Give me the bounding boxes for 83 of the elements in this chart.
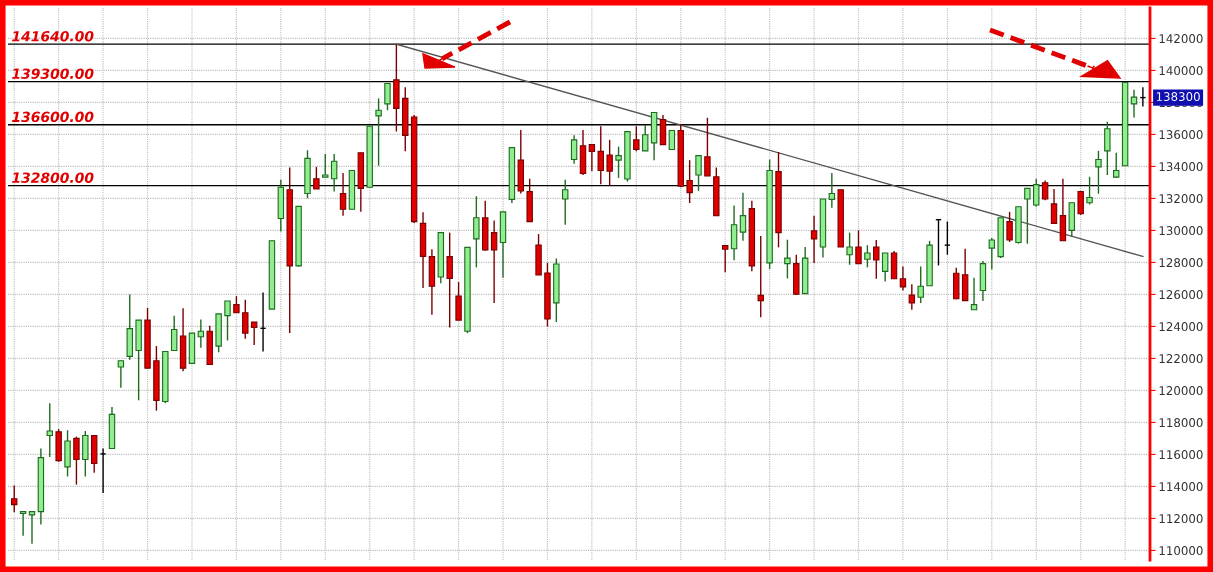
candlestick [588,143,596,172]
candlestick [881,252,889,283]
candlestick [1095,150,1102,195]
candlestick [1024,187,1031,245]
y-tick-label: 112000 [1159,514,1203,524]
text: 138300 [1156,92,1200,102]
candlestick [473,195,480,269]
candlestick [899,265,907,292]
candlestick [73,435,80,486]
candlestick [1033,178,1040,208]
candlestick [1006,211,1013,243]
y-tick-label: 130000 [1159,226,1203,236]
candlestick [313,166,320,190]
candlestick [846,231,853,266]
candlestick [873,239,880,280]
candlestick [384,82,391,111]
candlestick [339,172,347,217]
candlestick [1077,190,1084,216]
y-tick-label: 110000 [1159,546,1203,556]
candlestick [668,130,676,150]
candlestick [970,277,978,311]
candlestick [10,484,18,514]
candlestick [988,237,996,271]
candlestick [721,244,729,273]
candlestick [1113,152,1120,179]
candlestick [686,159,693,204]
candlestick [322,153,329,178]
candlestick [375,97,382,167]
candlestick [490,219,498,304]
candlestick [633,125,640,153]
y-tick-label: 122000 [1159,354,1203,364]
candlestick [1104,121,1111,176]
candlestick [855,229,862,265]
candlestick [1086,176,1093,206]
candlestick [597,125,604,185]
y-tick-label: 124000 [1159,322,1203,332]
candlestick [757,235,764,318]
y-tick-label: 142000 [1159,34,1203,44]
candlestick [117,360,125,389]
candlestick [810,214,818,264]
ref-line-label: 136600.00 [12,111,94,123]
y-tick-label: 114000 [1159,482,1203,492]
candlestick [730,204,738,262]
candlestick [908,283,916,311]
candlestick [917,265,924,304]
candlestick [615,145,622,179]
candlestick [1130,89,1138,119]
candlestick [1050,188,1058,225]
candlestick [170,314,178,352]
y-tick-label: 128000 [1159,258,1203,268]
candlestick [28,510,36,545]
candlestick [242,299,249,340]
candlestick [562,179,569,226]
candlestick [19,510,27,537]
candlestick [739,191,747,242]
y-tick-label: 120000 [1159,386,1203,396]
candlestick [784,238,791,280]
ref-line-label: 132800.00 [12,172,94,183]
y-tick-label: 140000 [1159,66,1203,76]
candlestick [606,139,613,186]
y-tick-label: 132000 [1159,194,1203,204]
candlestick [82,430,89,478]
candlestick [864,244,871,269]
candlestick [570,134,578,165]
y-tick-label: 126000 [1159,290,1203,300]
y-tick-label: 116000 [1159,450,1203,460]
candlestick [330,153,338,193]
candlestick [99,447,107,494]
ref-line-label: 141640.00 [12,30,94,42]
y-tick-label: 118000 [1159,418,1203,428]
candlestick [828,172,836,209]
candlestick [695,154,702,192]
candlestick [446,231,453,329]
candlestick [224,300,231,342]
candlestick [944,220,951,256]
candlestick [704,117,711,177]
candlestick [250,321,258,346]
candlestick [641,124,649,152]
y-tick-label: 136000 [1159,130,1203,140]
candlestick [46,402,53,458]
candlestick [455,281,462,321]
ref-line-label: 139300.00 [12,68,94,79]
y-tick-label: 134000 [1159,162,1203,172]
